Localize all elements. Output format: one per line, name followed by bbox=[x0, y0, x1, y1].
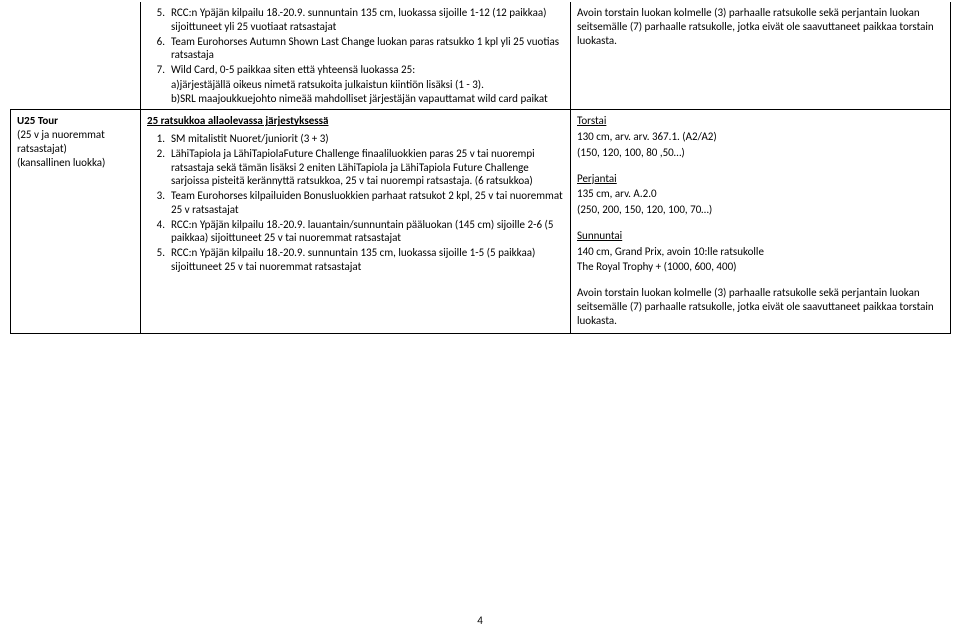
row1-item-6: 6.Team Eurohorses Autumn Shown Last Chan… bbox=[167, 35, 564, 63]
torstai-line2: (150, 120, 100, 80 ,50…) bbox=[577, 146, 944, 160]
row-1: 5. RCC:n Ypäjän kilpailu 18.-20.9. sunnun… bbox=[11, 2, 951, 110]
item-number: 2. bbox=[149, 147, 165, 161]
row2-mid-header: 25 ratsukkoa allaolevassa järjestyksessä bbox=[147, 114, 564, 128]
item-text: Wild Card, 0-5 paikkaa siten että yhteen… bbox=[171, 63, 415, 76]
row2-item-2: 2.LähiTapiola ja LähiTapiolaFuture Chall… bbox=[167, 147, 564, 188]
torstai-line1: 130 cm, arv. arv. 367.1. (A2/A2) bbox=[577, 130, 944, 144]
item-number: 5. bbox=[149, 6, 165, 20]
item-number: 6. bbox=[149, 35, 165, 49]
item-text: RCC:n Ypäjän kilpailu 18.-20.9. sunnunta… bbox=[171, 6, 547, 33]
row1-col2: 5. RCC:n Ypäjän kilpailu 18.-20.9. sunnun… bbox=[141, 2, 571, 110]
item-number: 1. bbox=[149, 132, 165, 146]
content-table: 5. RCC:n Ypäjän kilpailu 18.-20.9. sunnun… bbox=[10, 2, 951, 334]
perjantai-label: Perjantai bbox=[577, 172, 944, 186]
item-number: 7. bbox=[149, 63, 165, 77]
row1-col3: Avoin torstain luokan kolmelle (3) parha… bbox=[571, 2, 951, 110]
row1-item-7: 7.Wild Card, 0-5 paikkaa siten että yhte… bbox=[167, 63, 564, 77]
row2-item-1: 1.SM mitalistit Nuoret/juniorit (3 + 3) bbox=[167, 132, 564, 146]
u25-line3: (kansallinen luokka) bbox=[17, 156, 134, 170]
item-text: Team Eurohorses kilpailuiden Bonusluokki… bbox=[171, 189, 563, 216]
sunnuntai-line2: The Royal Trophy + (1000, 600, 400) bbox=[577, 260, 944, 274]
row1-col1 bbox=[11, 2, 141, 110]
row1-right-text: Avoin torstain luokan kolmelle (3) parha… bbox=[577, 6, 944, 47]
row2-col2: 25 ratsukkoa allaolevassa järjestyksessä… bbox=[141, 110, 571, 334]
item-text: Team Eurohorses Autumn Shown Last Change… bbox=[171, 35, 559, 62]
sunnuntai-line1: 140 cm, Grand Prix, avoin 10:lle ratsuko… bbox=[577, 245, 944, 259]
torstai-label: Torstai bbox=[577, 114, 944, 128]
item-number: 3. bbox=[149, 189, 165, 203]
u25-line2: ratsastajat) bbox=[17, 142, 134, 156]
sunnuntai-label: Sunnuntai bbox=[577, 229, 944, 243]
row2-item-5: 5.RCC:n Ypäjän kilpailu 18.-20.9. sunnun… bbox=[167, 246, 564, 274]
row2-list: 1.SM mitalistit Nuoret/juniorit (3 + 3) … bbox=[147, 132, 564, 274]
row2-item-3: 3.Team Eurohorses kilpailuiden Bonusluok… bbox=[167, 189, 564, 217]
item-text: RCC:n Ypäjän kilpailu 18.-20.9. lauantai… bbox=[171, 218, 553, 245]
row1-item-5: 5.RCC:n Ypäjän kilpailu 18.-20.9. sunnun… bbox=[167, 6, 564, 34]
row2-col3: Torstai 130 cm, arv. arv. 367.1. (A2/A2)… bbox=[571, 110, 951, 334]
u25-line1: (25 v ja nuoremmat bbox=[17, 128, 134, 142]
row1-sub-b: b)SRL maajoukkuejohto nimeää mahdolliset… bbox=[147, 92, 564, 106]
item-text: SM mitalistit Nuoret/juniorit (3 + 3) bbox=[171, 132, 329, 145]
row2-item-4: 4.RCC:n Ypäjän kilpailu 18.-20.9. lauant… bbox=[167, 218, 564, 246]
perjantai-line2: (250, 200, 150, 120, 100, 70…) bbox=[577, 203, 944, 217]
page-number: 4 bbox=[0, 614, 960, 627]
row2-col1: U25 Tour (25 v ja nuoremmat ratsastajat)… bbox=[11, 110, 141, 334]
row1-list: 5. RCC:n Ypäjän kilpailu 18.-20.9. sunnun… bbox=[147, 6, 564, 77]
row2-right-note: Avoin torstain luokan kolmelle (3) parha… bbox=[577, 286, 944, 327]
row1-sub-a: a)järjestäjällä oikeus nimetä ratsukoita… bbox=[147, 78, 564, 92]
perjantai-line1: 135 cm, arv. A.2.0 bbox=[577, 187, 944, 201]
item-number: 4. bbox=[149, 218, 165, 232]
item-number: 5. bbox=[149, 246, 165, 260]
row-2: U25 Tour (25 v ja nuoremmat ratsastajat)… bbox=[11, 110, 951, 334]
item-text: RCC:n Ypäjän kilpailu 18.-20.9. sunnunta… bbox=[171, 246, 535, 273]
u25-title: U25 Tour bbox=[17, 114, 134, 128]
item-text: LähiTapiola ja LähiTapiolaFuture Challen… bbox=[171, 147, 535, 188]
